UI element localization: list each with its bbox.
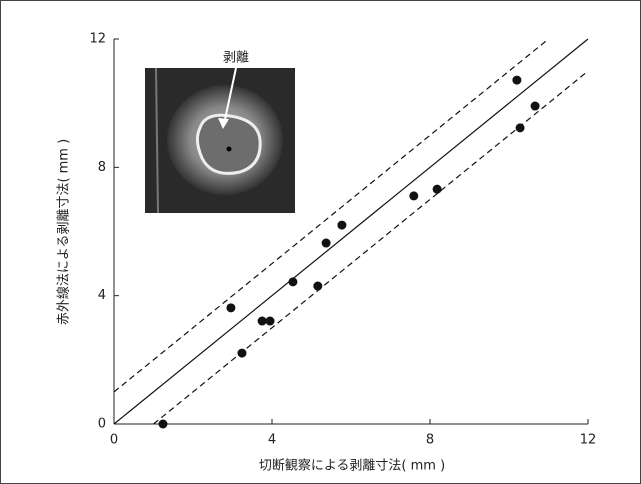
x-tick-label: 8 (426, 433, 434, 448)
x-axis-label: 切断観察による剥離寸法( mm ) (259, 459, 445, 474)
y-tick-label: 0 (98, 417, 106, 432)
annotation: 剥離 (223, 51, 249, 66)
inset-image (145, 68, 295, 213)
point (258, 317, 267, 326)
y-tick-label: 8 (98, 160, 106, 175)
point (531, 102, 540, 111)
point (313, 282, 322, 291)
point (266, 317, 275, 326)
point (516, 123, 525, 132)
point (237, 349, 246, 358)
point (512, 76, 521, 85)
point (288, 277, 297, 286)
point (226, 303, 235, 312)
chart: 剥離 切断観察による剥離寸法( mm ) 赤外線法による剥離寸法( mm ) 0… (0, 0, 641, 484)
x-tick-label: 4 (268, 433, 276, 448)
point (409, 191, 418, 200)
point (337, 221, 346, 230)
frame (1, 1, 641, 484)
y-axis-label: 赤外線法による剥離寸法( mm ) (56, 139, 72, 325)
point (433, 185, 442, 194)
y-tick-label: 4 (98, 288, 106, 303)
point (158, 420, 167, 429)
y-tick-label: 12 (89, 32, 106, 47)
point (322, 239, 331, 248)
x-tick-label: 12 (580, 433, 597, 448)
x-tick-label: 0 (110, 433, 118, 448)
